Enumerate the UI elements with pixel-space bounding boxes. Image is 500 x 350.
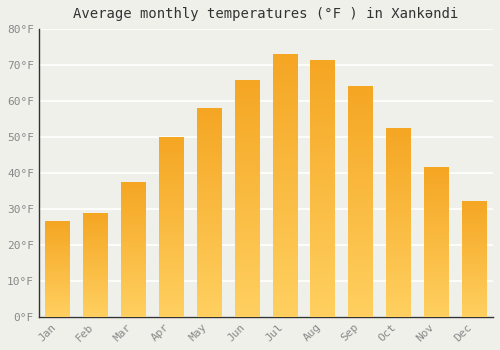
Title: Average monthly temperatures (°F ) in Xankəndi: Average monthly temperatures (°F ) in Xa… (74, 7, 458, 21)
